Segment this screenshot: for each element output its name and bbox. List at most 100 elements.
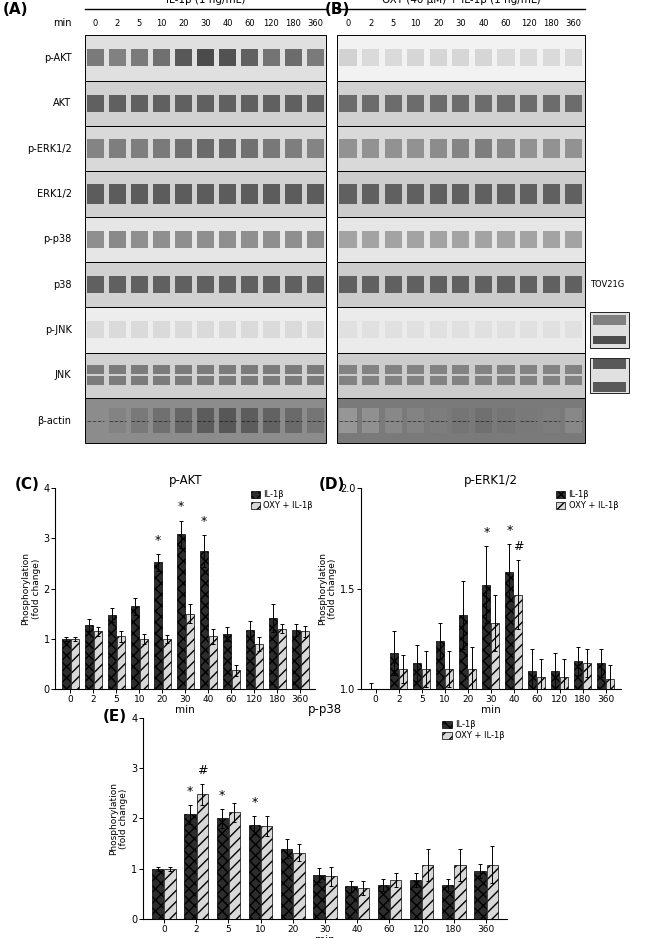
Bar [87, 139, 104, 148]
Bar [175, 49, 192, 67]
Bar [87, 276, 104, 294]
Bar [385, 184, 402, 194]
Bar [385, 408, 402, 433]
X-axis label: min: min [315, 935, 335, 938]
Bar [197, 95, 214, 112]
Bar [407, 139, 424, 148]
Bar [593, 382, 626, 391]
Bar [153, 408, 170, 433]
Bar [339, 148, 357, 159]
Bar [407, 231, 424, 248]
Bar [543, 321, 560, 339]
Bar [109, 231, 126, 248]
Bar [475, 49, 492, 67]
Bar [422, 670, 430, 891]
Bar [378, 885, 389, 919]
Text: *: * [506, 524, 512, 537]
Bar [362, 95, 379, 112]
Bar [162, 639, 171, 689]
Text: 10: 10 [410, 19, 421, 28]
Bar [362, 49, 379, 67]
Bar [307, 139, 324, 148]
Bar [94, 631, 101, 689]
Text: *: * [187, 785, 193, 797]
Bar [285, 365, 302, 374]
Bar [241, 365, 257, 374]
Bar [593, 336, 626, 344]
Bar [475, 376, 492, 386]
Bar [84, 81, 326, 126]
Bar [84, 625, 93, 689]
Bar [177, 534, 185, 689]
Bar [241, 194, 257, 204]
Bar [307, 276, 324, 294]
Bar [362, 376, 379, 386]
Bar [131, 184, 148, 194]
Bar [197, 231, 214, 248]
Text: 120: 120 [521, 19, 536, 28]
Bar [223, 634, 231, 689]
Bar [543, 408, 560, 433]
Bar [407, 321, 424, 339]
Bar [263, 365, 280, 374]
Bar [497, 95, 515, 112]
Bar [278, 629, 286, 689]
Bar [497, 49, 515, 67]
Bar [390, 880, 401, 919]
Bar [307, 49, 324, 67]
Bar [140, 639, 148, 689]
Bar [430, 49, 447, 67]
Text: (B): (B) [325, 3, 350, 17]
Text: *: * [177, 501, 184, 513]
Bar [197, 276, 214, 294]
Bar [543, 49, 560, 67]
Bar [154, 563, 162, 689]
Bar [131, 139, 148, 148]
Bar [197, 49, 214, 67]
Bar [263, 231, 280, 248]
Bar [565, 321, 582, 339]
Bar [87, 408, 104, 433]
Bar [452, 148, 469, 159]
Text: JNK: JNK [55, 371, 72, 380]
Bar [153, 139, 170, 148]
Text: IL-1β (1 ng/mL): IL-1β (1 ng/mL) [166, 0, 245, 5]
Bar [131, 606, 139, 689]
Bar [482, 584, 490, 891]
Bar [593, 359, 626, 369]
Bar [430, 194, 447, 204]
Bar [339, 49, 357, 67]
Bar [263, 276, 280, 294]
Bar [475, 231, 492, 248]
Bar [430, 376, 447, 386]
Text: 40: 40 [222, 19, 233, 28]
Text: 360: 360 [307, 19, 323, 28]
Bar [131, 365, 148, 374]
Text: 5: 5 [137, 19, 142, 28]
Bar [497, 408, 515, 433]
Bar [84, 308, 326, 353]
Bar [62, 639, 70, 689]
Bar [358, 888, 369, 919]
Bar [475, 408, 492, 433]
Bar [475, 148, 492, 159]
Bar [285, 148, 302, 159]
Bar [87, 95, 104, 112]
Bar [84, 171, 326, 217]
Bar [452, 49, 469, 67]
Bar [175, 194, 192, 204]
Bar [337, 308, 585, 353]
Bar [219, 194, 236, 204]
Bar [565, 276, 582, 294]
Bar [430, 408, 447, 433]
Text: (D): (D) [318, 477, 345, 492]
X-axis label: min: min [481, 705, 500, 716]
Bar [175, 365, 192, 374]
Bar [551, 672, 560, 891]
Bar [307, 376, 324, 386]
Title: p-ERK1/2: p-ERK1/2 [463, 474, 518, 487]
Bar [285, 231, 302, 248]
Bar [263, 408, 280, 433]
Bar [452, 184, 469, 194]
Y-axis label: Phosphorylation
(fold change): Phosphorylation (fold change) [109, 782, 129, 855]
